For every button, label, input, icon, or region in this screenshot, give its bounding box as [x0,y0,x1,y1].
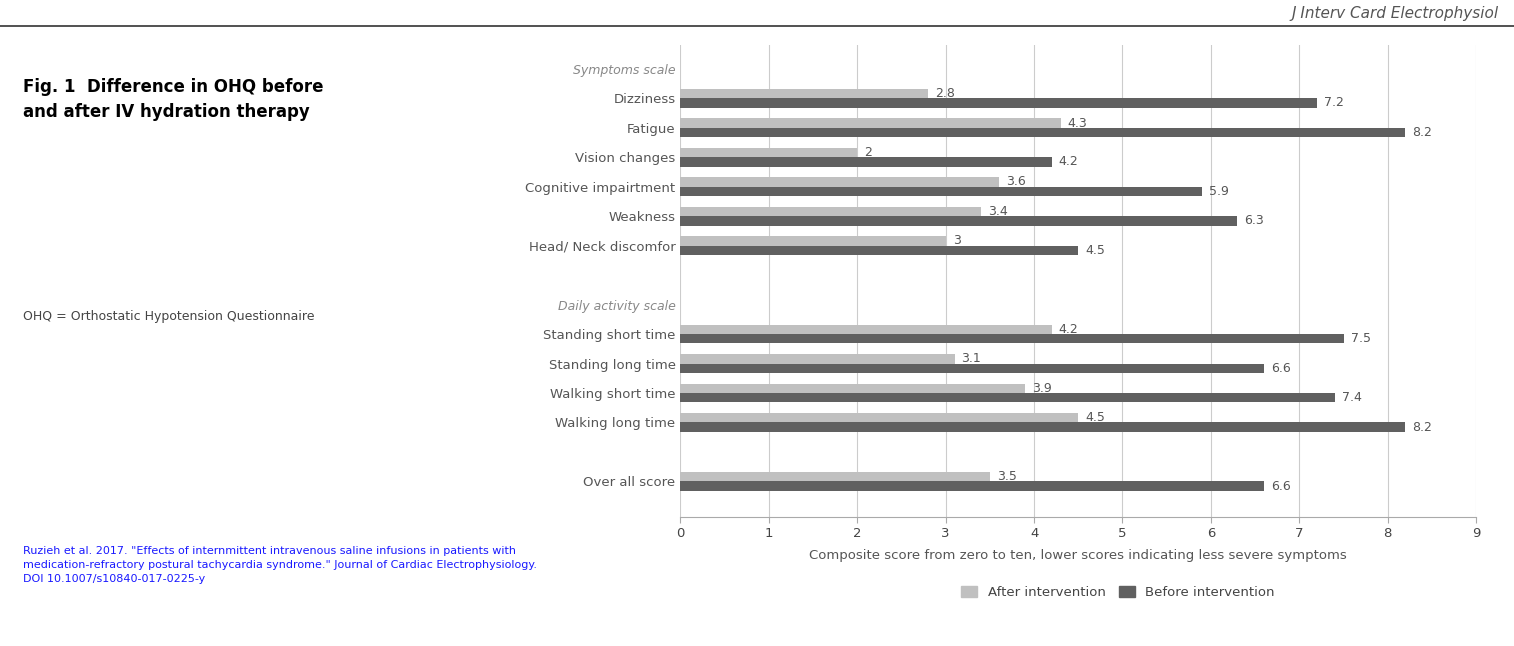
Text: 7.2: 7.2 [1325,96,1344,109]
Text: 6.3: 6.3 [1245,214,1264,227]
Text: 3.4: 3.4 [989,205,1008,218]
Bar [680,148,857,157]
Text: 2.8: 2.8 [936,87,955,100]
Bar [680,334,1343,344]
Text: OHQ = Orthostatic Hypotension Questionnaire: OHQ = Orthostatic Hypotension Questionna… [23,310,315,323]
Text: 4.5: 4.5 [1086,244,1105,257]
Bar [680,98,1317,108]
Legend: After intervention, Before intervention: After intervention, Before intervention [957,581,1279,605]
Text: 7.5: 7.5 [1350,332,1370,345]
Bar [680,413,1078,422]
Bar [680,325,1052,334]
Bar [680,393,1335,402]
Text: J Interv Card Electrophysiol: J Interv Card Electrophysiol [1291,6,1499,21]
Bar [680,384,1025,393]
Bar [680,157,1052,167]
Text: 4.2: 4.2 [1058,323,1078,336]
Bar [680,481,1264,491]
Text: Fig. 1  Difference in OHQ before
and after IV hydration therapy: Fig. 1 Difference in OHQ before and afte… [23,78,322,121]
Text: 3.6: 3.6 [1005,176,1025,189]
Text: 6.6: 6.6 [1272,362,1291,375]
Bar [680,89,928,98]
Bar [680,128,1405,137]
Text: 5.9: 5.9 [1210,185,1229,198]
Text: Ruzieh et al. 2017. "Effects of internmittent intravenous saline infusions in pa: Ruzieh et al. 2017. "Effects of internmi… [23,546,536,584]
Bar [680,207,981,216]
Bar [680,245,1078,255]
Text: 6.6: 6.6 [1272,479,1291,493]
Text: 7.4: 7.4 [1341,391,1361,404]
Text: 3.1: 3.1 [961,352,981,366]
Bar [680,472,990,481]
Text: 3.5: 3.5 [996,470,1017,483]
Bar [680,236,946,245]
Text: 8.2: 8.2 [1413,421,1432,433]
Text: 3: 3 [952,234,960,247]
Bar [680,177,999,187]
Bar [680,422,1405,432]
Text: 4.2: 4.2 [1058,156,1078,169]
Bar [680,216,1237,225]
Bar [680,354,954,364]
Bar [680,364,1264,373]
Bar [680,118,1061,128]
Text: 4.3: 4.3 [1067,116,1087,130]
X-axis label: Composite score from zero to ten, lower scores indicating less severe symptoms: Composite score from zero to ten, lower … [810,548,1347,561]
Bar [680,187,1202,196]
Text: 4.5: 4.5 [1086,412,1105,424]
Text: 8.2: 8.2 [1413,126,1432,139]
Text: 3.9: 3.9 [1033,382,1052,395]
Text: 2: 2 [864,146,872,159]
